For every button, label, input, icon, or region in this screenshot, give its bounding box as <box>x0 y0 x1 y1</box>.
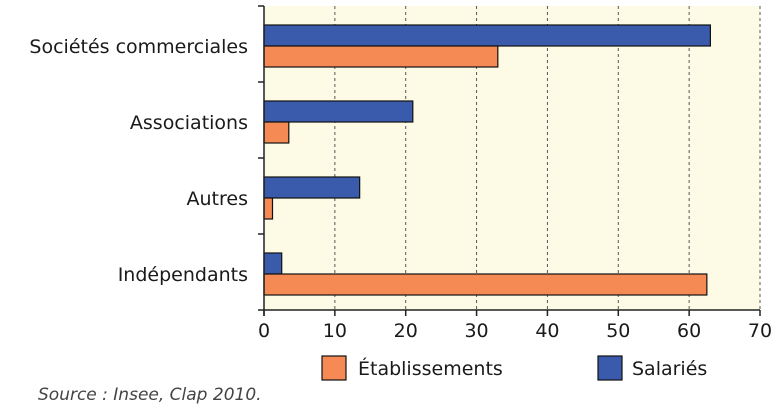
x-tick-labels: 0 10 20 30 40 50 60 70 <box>258 310 772 342</box>
category-label: Sociétés commerciales <box>29 36 248 58</box>
legend-label: Salariés <box>632 358 707 380</box>
bar-etablissements <box>263 121 290 144</box>
x-tick-label: 60 <box>677 320 701 342</box>
legend-swatch <box>321 355 347 381</box>
category-label: Associations <box>130 112 248 134</box>
legend-swatch <box>597 355 623 381</box>
bar-salaries <box>263 252 283 275</box>
category-labels: Sociétés commerciales Associations Autres I… <box>29 5 264 311</box>
legend: Établissements Salariés <box>321 355 707 381</box>
legend-label: Établissements <box>358 357 503 380</box>
x-tick-label: 70 <box>748 320 772 342</box>
x-tick-label: 0 <box>258 320 270 342</box>
x-tick-label: 30 <box>464 320 488 342</box>
x-tick-label: 50 <box>606 320 630 342</box>
x-tick-label: 20 <box>394 320 418 342</box>
bar-salaries <box>263 24 711 47</box>
bar-salaries <box>263 100 414 123</box>
bar-etablissements <box>263 273 708 296</box>
bars-group <box>263 24 711 296</box>
x-tick-label: 40 <box>535 320 559 342</box>
x-tick-label: 10 <box>323 320 347 342</box>
category-label: Autres <box>187 188 248 210</box>
bar-salaries <box>263 176 361 199</box>
bar-etablissements <box>263 45 499 68</box>
source-note: Source : Insee, Clap 2010. <box>38 385 262 405</box>
category-label: Indépendants <box>118 264 248 286</box>
bar-etablissements <box>263 197 274 220</box>
